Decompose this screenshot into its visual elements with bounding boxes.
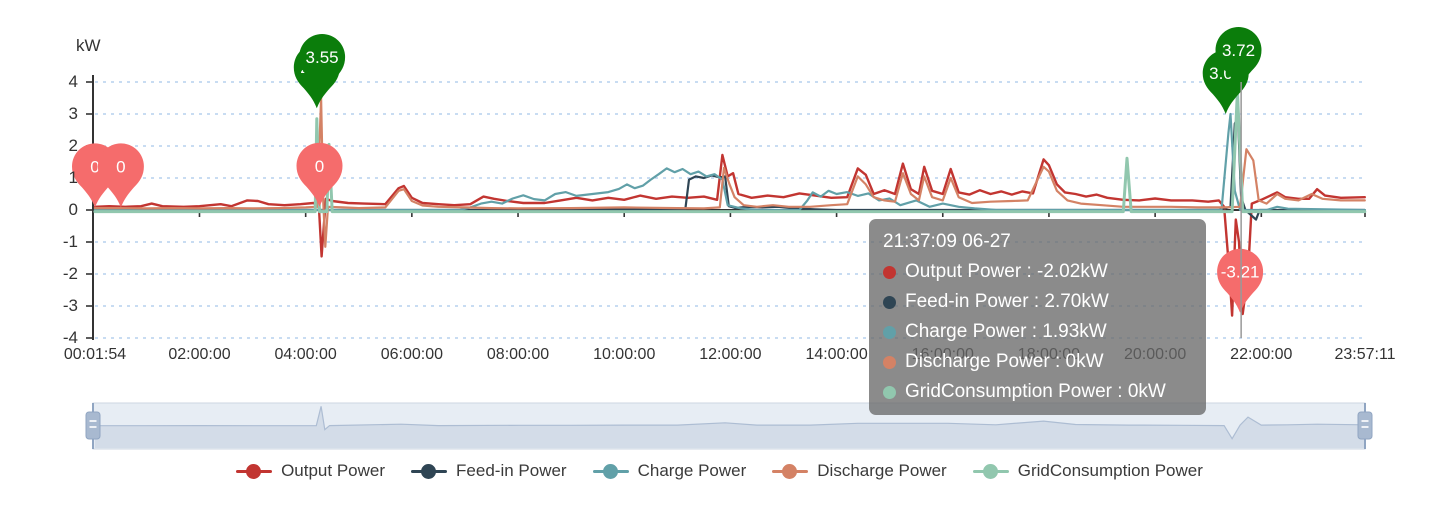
series-line-charge-power bbox=[93, 112, 1366, 212]
legend-dot-icon bbox=[982, 463, 998, 479]
legend-marker-icon bbox=[411, 463, 448, 479]
tooltip-row: GridConsumption Power : 0kW bbox=[883, 377, 1192, 407]
x-axis-label: 08:00:00 bbox=[486, 346, 550, 363]
y-axis-label: -3 bbox=[62, 296, 78, 315]
legend-dot-icon bbox=[782, 463, 798, 479]
balloon-label: 3.72 bbox=[1222, 41, 1255, 60]
y-axis-label: 2 bbox=[68, 136, 78, 155]
legend-item-discharge-power[interactable]: Discharge Power bbox=[772, 461, 947, 481]
marker-balloon-max: 3.55 bbox=[299, 34, 346, 98]
series-color-dot-icon bbox=[883, 355, 896, 369]
y-axis-label: 4 bbox=[68, 72, 78, 91]
legend-item-label: Discharge Power bbox=[817, 461, 947, 480]
balloon-label: -3.21 bbox=[1221, 263, 1260, 282]
marker-balloon-min: -3.21 bbox=[1217, 248, 1264, 313]
tooltip-row: Discharge Power : 0kW bbox=[883, 347, 1192, 377]
series-color-dot-icon bbox=[883, 265, 896, 279]
marker-balloon-min: 0 bbox=[97, 143, 144, 208]
tooltip-row-text: GridConsumption Power : 0kW bbox=[905, 381, 1166, 402]
series-line-discharge-power bbox=[93, 96, 1366, 248]
balloon-label: 0 bbox=[116, 157, 125, 176]
x-axis-label: 10:00:00 bbox=[593, 346, 656, 363]
balloon-label: 0 bbox=[90, 157, 99, 176]
legend-item-label: Charge Power bbox=[637, 461, 747, 480]
legend-marker-icon bbox=[772, 463, 809, 479]
balloon-pin-shape bbox=[1217, 248, 1264, 313]
tooltip-title: 21:37:09 06-27 bbox=[883, 231, 1011, 252]
legend-marker-icon bbox=[592, 463, 629, 479]
series-color-dot-icon bbox=[883, 295, 896, 309]
balloon-pin-shape bbox=[299, 34, 346, 98]
balloon-pin-shape bbox=[1215, 27, 1262, 91]
x-axis-label: 00:01:54 bbox=[63, 346, 127, 363]
tooltip-row: Charge Power : 1.93kW bbox=[883, 317, 1192, 347]
datazoom-handle-left[interactable] bbox=[85, 403, 101, 449]
legend-item-feed-in-power[interactable]: Feed-in Power bbox=[411, 461, 567, 481]
y-axis-label: -1 bbox=[62, 232, 78, 251]
legend-marker-icon bbox=[236, 463, 273, 479]
marker-balloon-max: 3.72 bbox=[1215, 27, 1262, 91]
legend-item-label: GridConsumption Power bbox=[1017, 461, 1203, 480]
legend-item-gridconsumption-power[interactable]: GridConsumption Power bbox=[972, 461, 1203, 481]
datazoom-handle-right[interactable] bbox=[1357, 403, 1373, 449]
x-axis-label: 14:00:00 bbox=[805, 346, 868, 363]
legend-dot-icon bbox=[602, 463, 618, 479]
tooltip-row: Output Power : -2.02kW bbox=[883, 257, 1192, 287]
tooltip-row-text: Discharge Power : 0kW bbox=[905, 351, 1104, 372]
datazoom-shadow-line bbox=[94, 406, 1365, 440]
tooltip: 21:37:09 06-27 Output Power : -2.02kW Fee… bbox=[869, 219, 1206, 415]
datazoom-handle-grip[interactable] bbox=[1357, 411, 1373, 440]
x-axis-label: 23:57:11 bbox=[1334, 346, 1396, 363]
tooltip-rows: Output Power : -2.02kW Feed-in Power : 2.… bbox=[883, 257, 1192, 407]
legend-marker-icon bbox=[972, 463, 1009, 479]
y-axis-label: 1 bbox=[68, 168, 78, 187]
tooltip-row: Feed-in Power : 2.70kW bbox=[883, 287, 1192, 317]
x-axis-label: 22:00:00 bbox=[1230, 346, 1293, 363]
tooltip-row-text: Charge Power : 1.93kW bbox=[905, 321, 1107, 342]
legend-item-label: Feed-in Power bbox=[456, 461, 567, 480]
y-axis-label: -4 bbox=[62, 328, 78, 347]
y-axis-label: 0 bbox=[68, 200, 78, 219]
datazoom-handle-grip[interactable] bbox=[85, 411, 101, 440]
legend: Output Power Feed-in Power Charge Power Dis… bbox=[0, 461, 1439, 481]
x-axis-label: 02:00:00 bbox=[168, 346, 231, 363]
balloon-label: 0 bbox=[315, 157, 324, 176]
legend-item-output-power[interactable]: Output Power bbox=[236, 461, 385, 481]
series-color-dot-icon bbox=[883, 325, 896, 339]
tooltip-row-text: Feed-in Power : 2.70kW bbox=[905, 291, 1109, 312]
x-axis-label: 06:00:00 bbox=[380, 346, 443, 363]
legend-item-label: Output Power bbox=[281, 461, 386, 480]
marker-balloon-min: 0 bbox=[296, 142, 343, 207]
y-axis-unit-label: kW bbox=[76, 36, 101, 55]
legend-dot-icon bbox=[246, 463, 262, 479]
y-axis-label: -2 bbox=[62, 264, 78, 283]
datazoom-shadow-area bbox=[94, 406, 1365, 448]
series-line-gridconsumption-power bbox=[93, 89, 1367, 214]
balloon-pin-shape bbox=[296, 142, 343, 207]
x-axis-label: 04:00:00 bbox=[274, 346, 337, 363]
balloon-pin-shape bbox=[97, 143, 144, 208]
series-color-dot-icon bbox=[883, 385, 896, 399]
y-axis-label: 3 bbox=[68, 104, 78, 123]
legend-item-charge-power[interactable]: Charge Power bbox=[592, 461, 747, 481]
legend-dot-icon bbox=[421, 463, 437, 479]
x-axis-label: 12:00:00 bbox=[699, 346, 762, 363]
balloon-label: 3.55 bbox=[306, 48, 339, 67]
tooltip-row-text: Output Power : -2.02kW bbox=[905, 261, 1108, 282]
